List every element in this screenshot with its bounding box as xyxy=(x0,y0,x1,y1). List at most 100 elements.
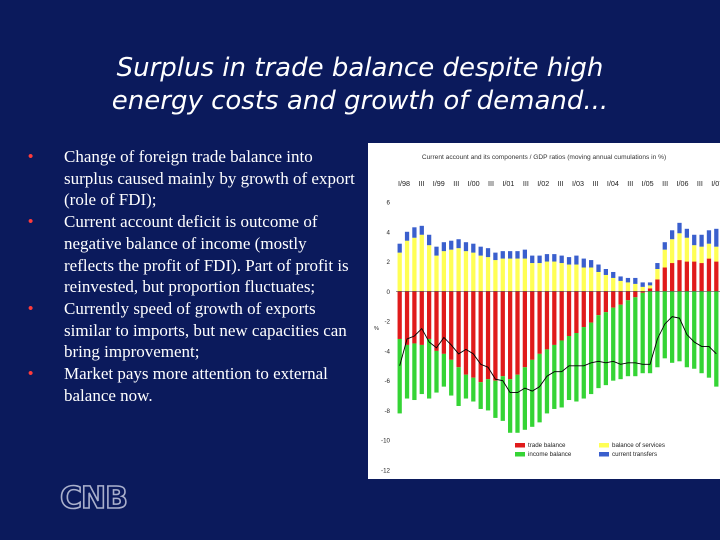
x-tick-label: I/06 xyxy=(676,179,688,188)
bar-segment-balance-of-services xyxy=(508,258,513,292)
bar-segment-income-balance xyxy=(603,312,608,386)
bar-segment-income-balance xyxy=(500,376,505,421)
y-axis-label: % xyxy=(374,326,379,332)
bullet-item: • Market pays more attention to external … xyxy=(28,363,360,406)
bar-segment-current-transfers xyxy=(640,282,645,287)
bar-segment-current-transfers xyxy=(449,240,454,250)
bar-segment-income-balance xyxy=(456,367,461,406)
bar-segment-trade-balance xyxy=(485,291,491,380)
bar-segment-trade-balance xyxy=(559,291,564,341)
bar-segment-balance-of-services xyxy=(684,237,689,262)
bar-segment-current-transfers xyxy=(714,228,719,247)
bar-segment-current-transfers xyxy=(478,246,483,256)
bar-segment-income-balance xyxy=(544,349,550,414)
bullet-icon: • xyxy=(28,213,34,231)
bar-segment-trade-balance xyxy=(603,291,608,313)
x-tick-label: III xyxy=(592,179,598,188)
legend-label: income balance xyxy=(528,451,572,458)
slide-title-line-2: energy costs and growth of demand... xyxy=(111,86,609,116)
bar-segment-trade-balance xyxy=(692,261,697,292)
bar-segment-income-balance xyxy=(449,359,454,396)
bar-segment-income-balance xyxy=(655,291,660,368)
bar-segment-trade-balance xyxy=(618,291,623,305)
bar-segment-current-transfers xyxy=(544,254,550,262)
bar-segment-trade-balance xyxy=(574,291,579,334)
chart-svg: Current account and its components / GDP… xyxy=(374,154,720,475)
bar-segment-balance-of-services xyxy=(647,285,653,289)
bar-segment-balance-of-services xyxy=(404,240,410,292)
bar-segment-income-balance xyxy=(574,333,579,402)
bar-segment-balance-of-services xyxy=(515,258,520,292)
x-tick-label: I/99 xyxy=(433,179,445,188)
bar-segment-income-balance xyxy=(677,291,682,362)
bar-segment-trade-balance xyxy=(508,291,513,380)
bar-segment-trade-balance xyxy=(530,291,535,360)
bar-segment-current-transfers xyxy=(633,277,638,284)
bullet-item: • Currently speed of growth of exports si… xyxy=(28,298,360,363)
bar-segment-trade-balance xyxy=(522,291,527,368)
bar-segment-trade-balance xyxy=(463,291,469,375)
bar-segment-current-transfers xyxy=(699,234,704,247)
bar-segment-balance-of-services xyxy=(478,255,483,292)
bar-segment-current-transfers xyxy=(412,227,417,238)
x-tick-label: III xyxy=(418,179,424,188)
x-tick-label: III xyxy=(453,179,459,188)
bar-segment-income-balance xyxy=(441,353,446,387)
bar-segment-trade-balance xyxy=(544,291,550,350)
bullet-text: Currently speed of growth of exports sim… xyxy=(64,298,347,362)
bar-segment-income-balance xyxy=(412,343,417,401)
y-tick-label: -4 xyxy=(384,348,390,355)
legend-label: balance of services xyxy=(612,442,665,449)
legend-swatch-trade-balance xyxy=(515,443,525,448)
bar-segment-current-transfers xyxy=(522,249,527,259)
bar-segment-income-balance xyxy=(625,300,631,377)
x-tick-label: I/05 xyxy=(642,179,654,188)
bar-segment-balance-of-services xyxy=(596,271,601,292)
bar-segment-current-transfers xyxy=(662,242,667,250)
bar-segment-income-balance xyxy=(618,304,623,380)
bar-segment-current-transfers xyxy=(684,228,689,238)
bar-segment-income-balance xyxy=(397,338,402,414)
bar-segment-trade-balance xyxy=(596,291,601,316)
x-tick-label: III xyxy=(697,179,703,188)
bar-segment-balance-of-services xyxy=(500,258,505,292)
bar-segment-income-balance xyxy=(684,291,689,368)
bar-segment-income-balance xyxy=(552,344,557,409)
bar-segment-trade-balance xyxy=(478,291,483,383)
bar-segment-balance-of-services xyxy=(574,264,579,292)
bar-segment-current-transfers xyxy=(647,282,653,286)
bar-segment-balance-of-services xyxy=(485,257,491,292)
bar-segment-balance-of-services xyxy=(581,267,586,292)
bar-segment-income-balance xyxy=(647,291,653,374)
x-tick-label: I/98 xyxy=(398,179,410,188)
bar-segment-trade-balance xyxy=(419,291,424,345)
bar-segment-current-transfers xyxy=(655,263,660,269)
current-account-chart: Current account and its components / GDP… xyxy=(368,143,720,479)
slide-title-line-1: Surplus in trade balance despite high xyxy=(116,53,604,83)
x-tick-label: I/00 xyxy=(468,179,480,188)
y-tick-label: -6 xyxy=(384,378,390,385)
bar-segment-trade-balance xyxy=(633,291,638,298)
bar-segment-balance-of-services xyxy=(670,239,675,264)
bar-segment-income-balance xyxy=(559,340,564,408)
bar-segment-balance-of-services xyxy=(692,245,697,262)
bar-segment-balance-of-services xyxy=(456,248,461,292)
bar-segment-income-balance xyxy=(596,315,601,389)
x-tick-label: III xyxy=(662,179,668,188)
bar-segment-trade-balance xyxy=(625,291,631,301)
bar-segment-income-balance xyxy=(463,374,469,399)
bar-segment-income-balance xyxy=(485,379,491,411)
x-tick-label: III xyxy=(488,179,494,188)
bar-segment-trade-balance xyxy=(412,291,417,344)
y-tick-label: 4 xyxy=(387,229,391,236)
y-tick-label: -12 xyxy=(381,468,391,475)
bullet-item: • Current account deficit is outcome of n… xyxy=(28,211,360,298)
bar-segment-current-transfers xyxy=(456,239,461,249)
x-tick-label: III xyxy=(558,179,564,188)
bar-segment-balance-of-services xyxy=(625,282,631,292)
bar-segment-current-transfers xyxy=(427,234,432,246)
x-tick-label: III xyxy=(627,179,633,188)
bar-segment-current-transfers xyxy=(677,222,682,234)
bar-segment-trade-balance xyxy=(684,261,689,292)
